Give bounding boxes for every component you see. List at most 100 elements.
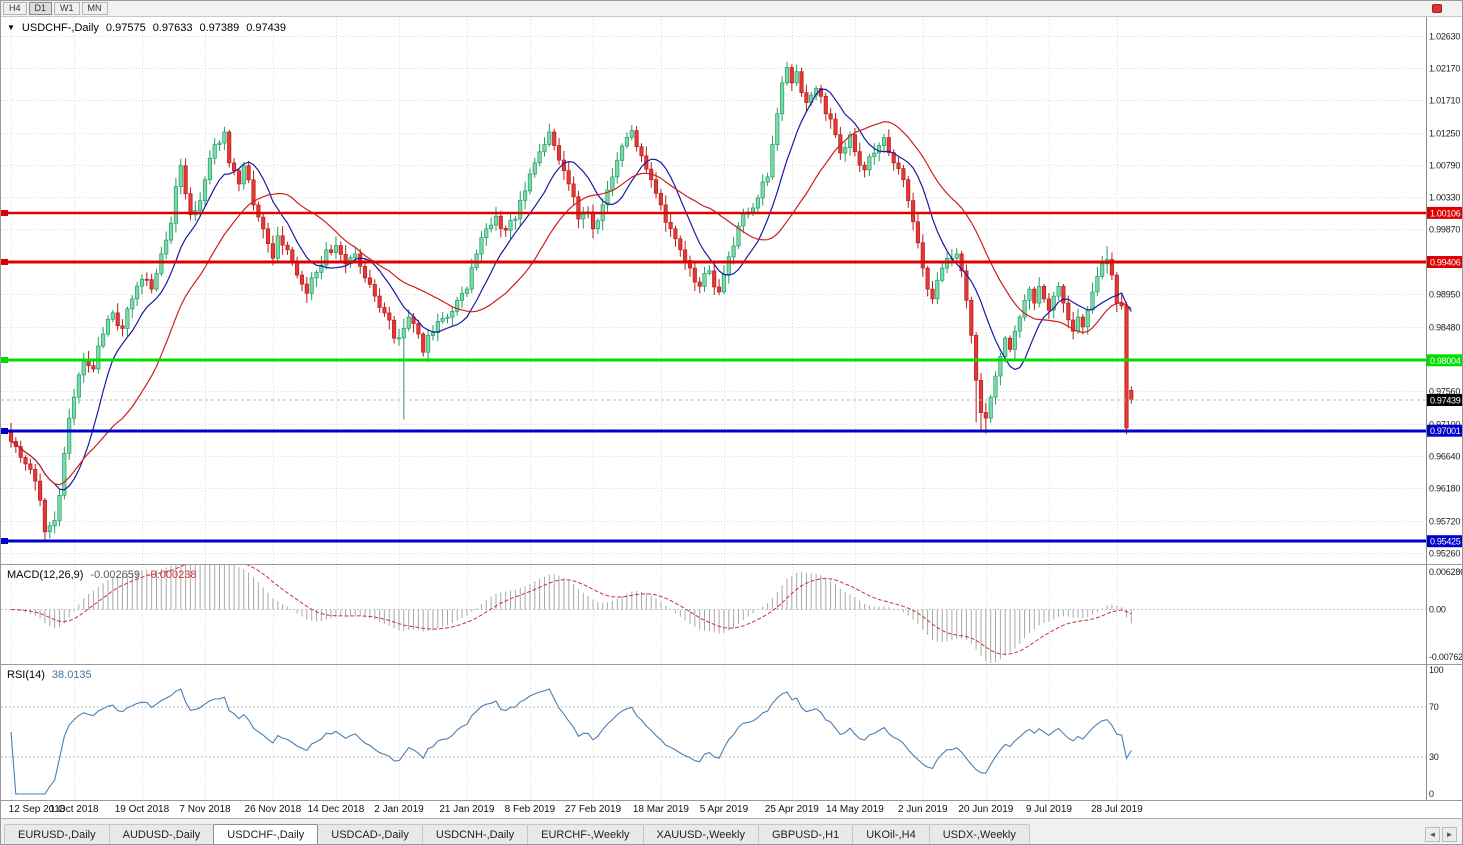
tab-xauusd-weekly[interactable]: XAUUSD-,Weekly — [642, 824, 759, 844]
svg-text:0.97100: 0.97100 — [1429, 420, 1460, 430]
symbol-label: USDCHF-,Daily — [21, 22, 99, 34]
tab-usdcad-daily[interactable]: USDCAD-,Daily — [317, 824, 423, 844]
red-marker-icon[interactable] — [1432, 4, 1442, 13]
tab-usdcnh-daily[interactable]: USDCNH-,Daily — [421, 824, 529, 844]
timeframe-button-d1[interactable]: D1 — [28, 2, 53, 15]
time-label: 12 Sep 2018 — [8, 804, 66, 815]
svg-text:0.96640: 0.96640 — [1429, 452, 1460, 462]
svg-text:0: 0 — [1429, 789, 1434, 799]
macd-panel: 0.006286 0.00 -0.00762 MACD(12,26,9) -0.00… — [1, 564, 1462, 664]
tab-scroll-buttons: ◄ ► — [1425, 826, 1459, 842]
svg-text:1.00790: 1.00790 — [1429, 161, 1460, 171]
rsi-title: RSI(14) 38.0135 — [7, 669, 92, 681]
time-label: 8 Feb 2019 — [504, 804, 556, 815]
macd-histogram — [15, 564, 1132, 663]
svg-text:1.02170: 1.02170 — [1429, 64, 1460, 74]
rsi-label: RSI(14) — [7, 669, 45, 681]
macd-signal-line — [10, 564, 1132, 655]
svg-text:1.00106: 1.00106 — [1430, 208, 1461, 218]
open-value: 0.97575 — [105, 22, 146, 34]
macd-title: MACD(12,26,9) -0.002659 -0.000238 — [7, 569, 197, 581]
line-handle[interactable] — [1, 259, 8, 265]
svg-text:0.00: 0.00 — [1429, 605, 1446, 615]
svg-text:1.01250: 1.01250 — [1429, 129, 1460, 139]
time-axis[interactable]: 12 Sep 2018 1 Oct 2018 19 Oct 2018 7 Nov 20… — [1, 800, 1462, 818]
chart-tabs-bar: EURUSD-,Daily AUDUSD-,Daily USDCHF-,Daily U… — [1, 818, 1462, 844]
svg-text:0.98004: 0.98004 — [1430, 356, 1461, 366]
tab-audusd-daily[interactable]: AUDUSD-,Daily — [108, 824, 215, 844]
time-label: 18 Mar 2019 — [632, 804, 689, 815]
svg-text:30: 30 — [1429, 752, 1439, 762]
tab-gbpusd-h1[interactable]: GBPUSD-,H1 — [757, 824, 854, 844]
svg-text:0.95260: 0.95260 — [1429, 549, 1460, 559]
line-handle[interactable] — [1, 428, 8, 434]
chevron-down-icon[interactable]: ▼ — [7, 23, 15, 32]
close-value: 0.97439 — [246, 22, 286, 34]
price-badge: 0.97001 — [1427, 424, 1462, 437]
price-chart-canvas[interactable]: 1.02630 1.02170 1.01710 1.01250 1.00790 1.003… — [1, 17, 1462, 564]
price-grid: 1.02630 1.02170 1.01710 1.01250 1.00790 1.003… — [1, 17, 1461, 564]
svg-text:0.97560: 0.97560 — [1429, 387, 1460, 397]
svg-text:0.95720: 0.95720 — [1429, 517, 1460, 527]
time-label: 2 Jan 2019 — [374, 804, 424, 815]
chart-title: ▼ USDCHF-,Daily 0.97575 0.97633 0.97389 … — [7, 22, 286, 34]
tab-ukoil-h4[interactable]: UKOil-,H4 — [852, 824, 930, 844]
svg-text:0.006286: 0.006286 — [1429, 567, 1462, 577]
rsi-value: 38.0135 — [51, 669, 92, 681]
time-label: 26 Nov 2018 — [244, 804, 302, 815]
macd-signal-value: -0.000238 — [146, 569, 197, 581]
price-badge: 0.99406 — [1427, 256, 1462, 268]
svg-text:0.99870: 0.99870 — [1429, 225, 1460, 235]
time-label: 1 Oct 2018 — [49, 804, 99, 815]
time-label: 7 Nov 2018 — [179, 804, 231, 815]
svg-text:0.97001: 0.97001 — [1430, 426, 1461, 436]
svg-text:70: 70 — [1429, 702, 1439, 712]
tab-usdx-weekly[interactable]: USDX-,Weekly — [928, 824, 1030, 844]
tab-eurusd-daily[interactable]: EURUSD-,Daily — [4, 824, 110, 844]
rsi-chart-canvas[interactable]: 100 70 30 0 — [1, 664, 1462, 800]
timeframe-button-h4[interactable]: H4 — [3, 2, 27, 15]
candles-layer — [8, 61, 1134, 541]
time-label: 14 Dec 2018 — [307, 804, 365, 815]
line-handle[interactable] — [1, 210, 8, 216]
tab-scroll-right-button[interactable]: ► — [1442, 826, 1457, 842]
line-handle[interactable] — [1, 538, 8, 544]
svg-text:0.97439: 0.97439 — [1430, 396, 1461, 406]
tab-usdchf-daily[interactable]: USDCHF-,Daily — [213, 824, 319, 844]
time-label: 27 Feb 2019 — [564, 804, 622, 815]
time-label: 21 Jan 2019 — [439, 804, 495, 815]
low-value: 0.97389 — [199, 22, 240, 34]
panel-divider[interactable] — [1, 664, 1462, 665]
line-handle[interactable] — [1, 357, 8, 363]
time-label: 28 Jul 2019 — [1090, 804, 1143, 815]
macd-main-value: -0.002659 — [90, 569, 140, 581]
moving-average-line — [10, 88, 1132, 491]
moving-average-line — [10, 121, 1132, 486]
rsi-grid — [1, 664, 1426, 800]
rsi-line — [10, 688, 1132, 795]
tab-eurchf-weekly[interactable]: EURCHF-,Weekly — [527, 824, 644, 844]
time-label: 25 Apr 2019 — [764, 804, 819, 815]
svg-text:100: 100 — [1429, 665, 1444, 675]
price-badge: 0.95425 — [1427, 535, 1462, 548]
tab-scroll-left-button[interactable]: ◄ — [1425, 826, 1440, 842]
timeframe-toolbar: H4 D1 W1 MN — [1, 1, 1462, 17]
macd-chart-canvas[interactable]: 0.006286 0.00 -0.00762 — [1, 564, 1462, 664]
svg-text:1.02630: 1.02630 — [1429, 32, 1460, 42]
panel-divider — [1, 800, 1462, 801]
svg-text:0.95425: 0.95425 — [1430, 537, 1461, 547]
panel-divider[interactable] — [1, 564, 1462, 565]
price-badge: 0.97439 — [1427, 394, 1462, 406]
high-value: 0.97633 — [152, 22, 193, 34]
time-label: 9 Jul 2019 — [1025, 804, 1072, 815]
price-badge: 1.00106 — [1427, 206, 1462, 219]
svg-text:0.98480: 0.98480 — [1429, 323, 1460, 333]
rsi-panel: 100 70 30 0 RSI(14) 38.0135 — [1, 664, 1462, 800]
time-label: 5 Apr 2019 — [699, 804, 749, 815]
timeframe-button-mn[interactable]: MN — [81, 2, 108, 15]
price-badge: 0.98004 — [1427, 354, 1462, 367]
timeframe-button-w1[interactable]: W1 — [54, 2, 80, 15]
svg-text:1.01710: 1.01710 — [1429, 96, 1460, 106]
macd-label: MACD(12,26,9) — [7, 569, 84, 581]
